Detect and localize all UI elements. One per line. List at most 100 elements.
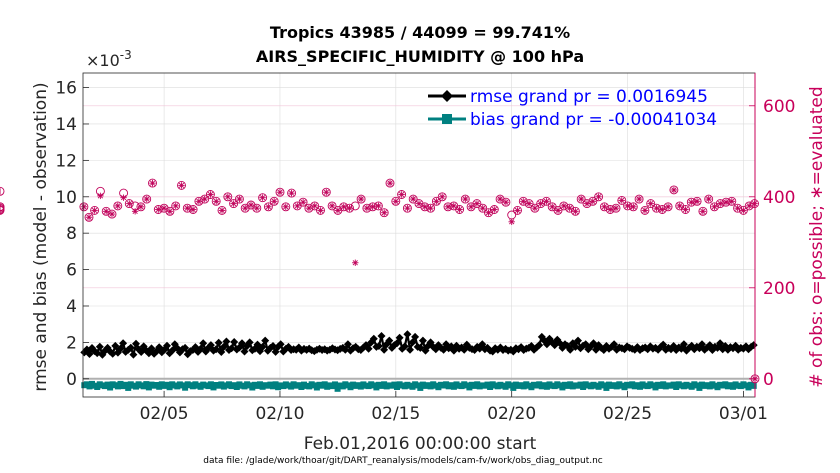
obs-possible-marker — [234, 194, 244, 204]
obs-evaluated-marker — [363, 204, 371, 212]
obs-evaluated-stroke — [648, 200, 654, 207]
obs-evaluated-stroke — [694, 198, 700, 204]
obs-evaluated-stroke — [630, 204, 636, 210]
obs-evaluated-stroke — [207, 191, 214, 198]
obs-evaluated-stroke — [404, 205, 411, 211]
rmse-marker — [240, 347, 249, 356]
obs-evaluated-stroke — [109, 211, 115, 217]
footer-data-file: data file: /glade/work/thoar/git/DART_re… — [203, 456, 603, 466]
obs-evaluated-marker — [595, 193, 602, 200]
obs-evaluated-stroke — [399, 191, 405, 198]
obs-evaluated-marker — [537, 200, 544, 207]
legend-rmse-label: rmse grand pr = 0.0016945 — [470, 87, 708, 107]
obs-evaluated-stroke — [619, 197, 625, 204]
obs-evaluated-stroke — [103, 208, 109, 214]
obs-evaluated-stroke — [81, 204, 87, 210]
obs-evaluated-stroke — [335, 207, 341, 214]
obs-possible-marker — [640, 205, 650, 215]
obs-evaluated-marker — [473, 200, 481, 207]
rmse-marker — [377, 332, 386, 340]
obs-possible-marker — [246, 200, 256, 210]
obs-evaluated-stroke — [416, 200, 422, 207]
plot-marks — [0, 178, 760, 392]
rmse-marker — [261, 336, 270, 345]
obs-possible-marker — [478, 203, 488, 213]
obs-evaluated-stroke — [294, 203, 300, 209]
rmse-marker — [126, 343, 135, 352]
obs-possible-marker — [599, 202, 609, 212]
obs-evaluated-stroke — [659, 206, 665, 213]
obs-evaluated-marker — [375, 202, 382, 210]
obs-evaluated-marker — [525, 200, 533, 207]
obs-evaluated-stroke — [265, 204, 271, 210]
obs-possible-marker — [148, 178, 157, 188]
obs-evaluated-stroke — [126, 200, 132, 207]
obs-possible-marker — [408, 194, 418, 204]
obs-evaluated-stroke — [555, 207, 561, 214]
left-tick-label: 4 — [66, 297, 77, 317]
left-tick-label: 10 — [55, 188, 77, 208]
obs-evaluated-stroke — [590, 198, 596, 204]
obs-evaluated-marker — [236, 195, 243, 203]
rmse-marker — [341, 345, 350, 354]
obs-evaluated-stroke — [520, 198, 526, 204]
obs-possible-marker — [681, 205, 690, 214]
obs-evaluated-marker — [195, 198, 203, 205]
obs-evaluated-stroke — [138, 204, 144, 210]
obs-evaluated-stroke — [584, 200, 590, 207]
obs-evaluated-stroke — [665, 204, 671, 210]
obs-evaluated-stroke — [97, 193, 103, 199]
obs-evaluated-marker — [601, 203, 608, 210]
obs-evaluated-stroke — [572, 208, 579, 214]
bias-marker — [107, 384, 114, 391]
obs-evaluated-marker — [491, 206, 498, 213]
rmse-marker — [395, 333, 404, 342]
obs-possible-marker — [0, 202, 5, 212]
rmse-marker — [343, 340, 352, 349]
obs-evaluated-marker — [496, 195, 504, 203]
obs-evaluated-stroke — [173, 203, 179, 209]
obs-possible-marker — [223, 192, 233, 202]
obs-evaluated-stroke — [624, 203, 631, 209]
obs-evaluated-marker — [369, 203, 376, 210]
obs-evaluated-stroke — [178, 182, 185, 189]
obs-possible-marker — [455, 205, 465, 214]
obs-evaluated-stroke — [445, 204, 451, 210]
obs-evaluated-stroke — [711, 204, 718, 210]
y-scale-exponent: -3 — [120, 48, 132, 62]
obs-possible-marker — [663, 202, 673, 212]
obs-evaluated-marker — [311, 202, 318, 210]
obs-possible-marker — [744, 201, 754, 211]
obs-evaluated-marker — [456, 206, 463, 213]
obs-evaluated-marker — [543, 198, 550, 205]
obs-evaluated-marker — [207, 191, 214, 198]
obs-evaluated-stroke — [387, 180, 393, 186]
obs-evaluated-marker — [508, 218, 515, 226]
obs-evaluated-stroke — [329, 203, 335, 209]
obs-evaluated-marker — [352, 259, 359, 266]
right-tick-label: 200 — [763, 279, 795, 299]
obs-possible-marker — [495, 194, 505, 204]
legend: rmse grand pr = 0.0016945 bias grand pr … — [428, 87, 717, 130]
obs-evaluated-stroke — [491, 206, 497, 213]
obs-evaluated-marker — [131, 208, 139, 215]
rmse-marker — [199, 339, 208, 348]
y-axis-right-label: # of obs: o=possible; ∗=evaluated — [807, 86, 827, 387]
obs-evaluated-marker — [624, 202, 631, 210]
left-tick-label: 14 — [55, 115, 77, 135]
obs-evaluated-marker — [213, 198, 220, 205]
obs-evaluated-stroke — [120, 195, 127, 201]
obs-evaluated-marker — [126, 200, 133, 207]
obs-evaluated-marker — [479, 204, 486, 212]
obs-possible-marker — [240, 203, 250, 213]
obs-evaluated-marker — [444, 203, 452, 210]
obs-evaluated-stroke — [231, 200, 237, 207]
legend-rmse-marker — [441, 90, 453, 102]
obs-evaluated-marker — [647, 200, 654, 207]
obs-evaluated-marker — [85, 214, 93, 221]
rmse-marker — [374, 342, 383, 350]
obs-possible-marker — [287, 188, 297, 198]
obs-evaluated-stroke — [167, 208, 173, 214]
obs-evaluated-stroke — [422, 204, 428, 210]
obs-evaluated-stroke — [567, 205, 573, 211]
